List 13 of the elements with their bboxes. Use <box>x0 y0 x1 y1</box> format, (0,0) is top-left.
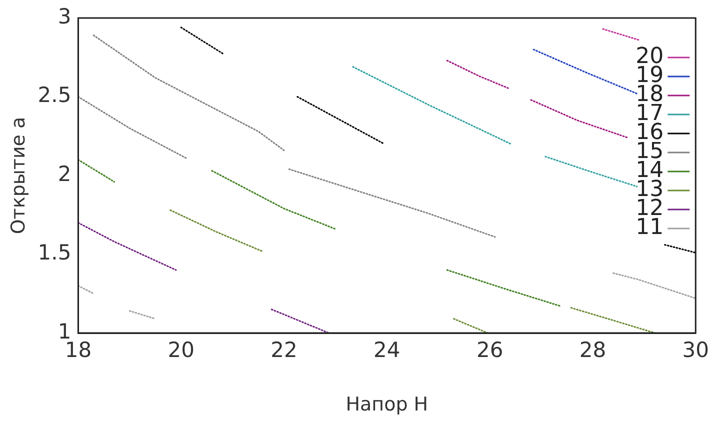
x-tick-label: 26 <box>476 338 504 362</box>
x-tick-label: 28 <box>579 338 606 362</box>
y-axis-title: Открытие a <box>7 116 30 234</box>
y-tick-label: 1.5 <box>38 240 72 265</box>
x-tick-label: 22 <box>270 338 298 362</box>
x-axis-title: Напор H <box>346 394 428 416</box>
x-tick-label: 18 <box>64 338 92 362</box>
x-tick-label: 24 <box>374 338 400 362</box>
y-tick-label: 2 <box>58 162 72 186</box>
y-tick-label: 3 <box>58 4 72 28</box>
x-tick-label: 30 <box>682 338 710 362</box>
y-tick-label: 2.5 <box>38 83 72 108</box>
x-tick-label: 20 <box>168 338 194 362</box>
